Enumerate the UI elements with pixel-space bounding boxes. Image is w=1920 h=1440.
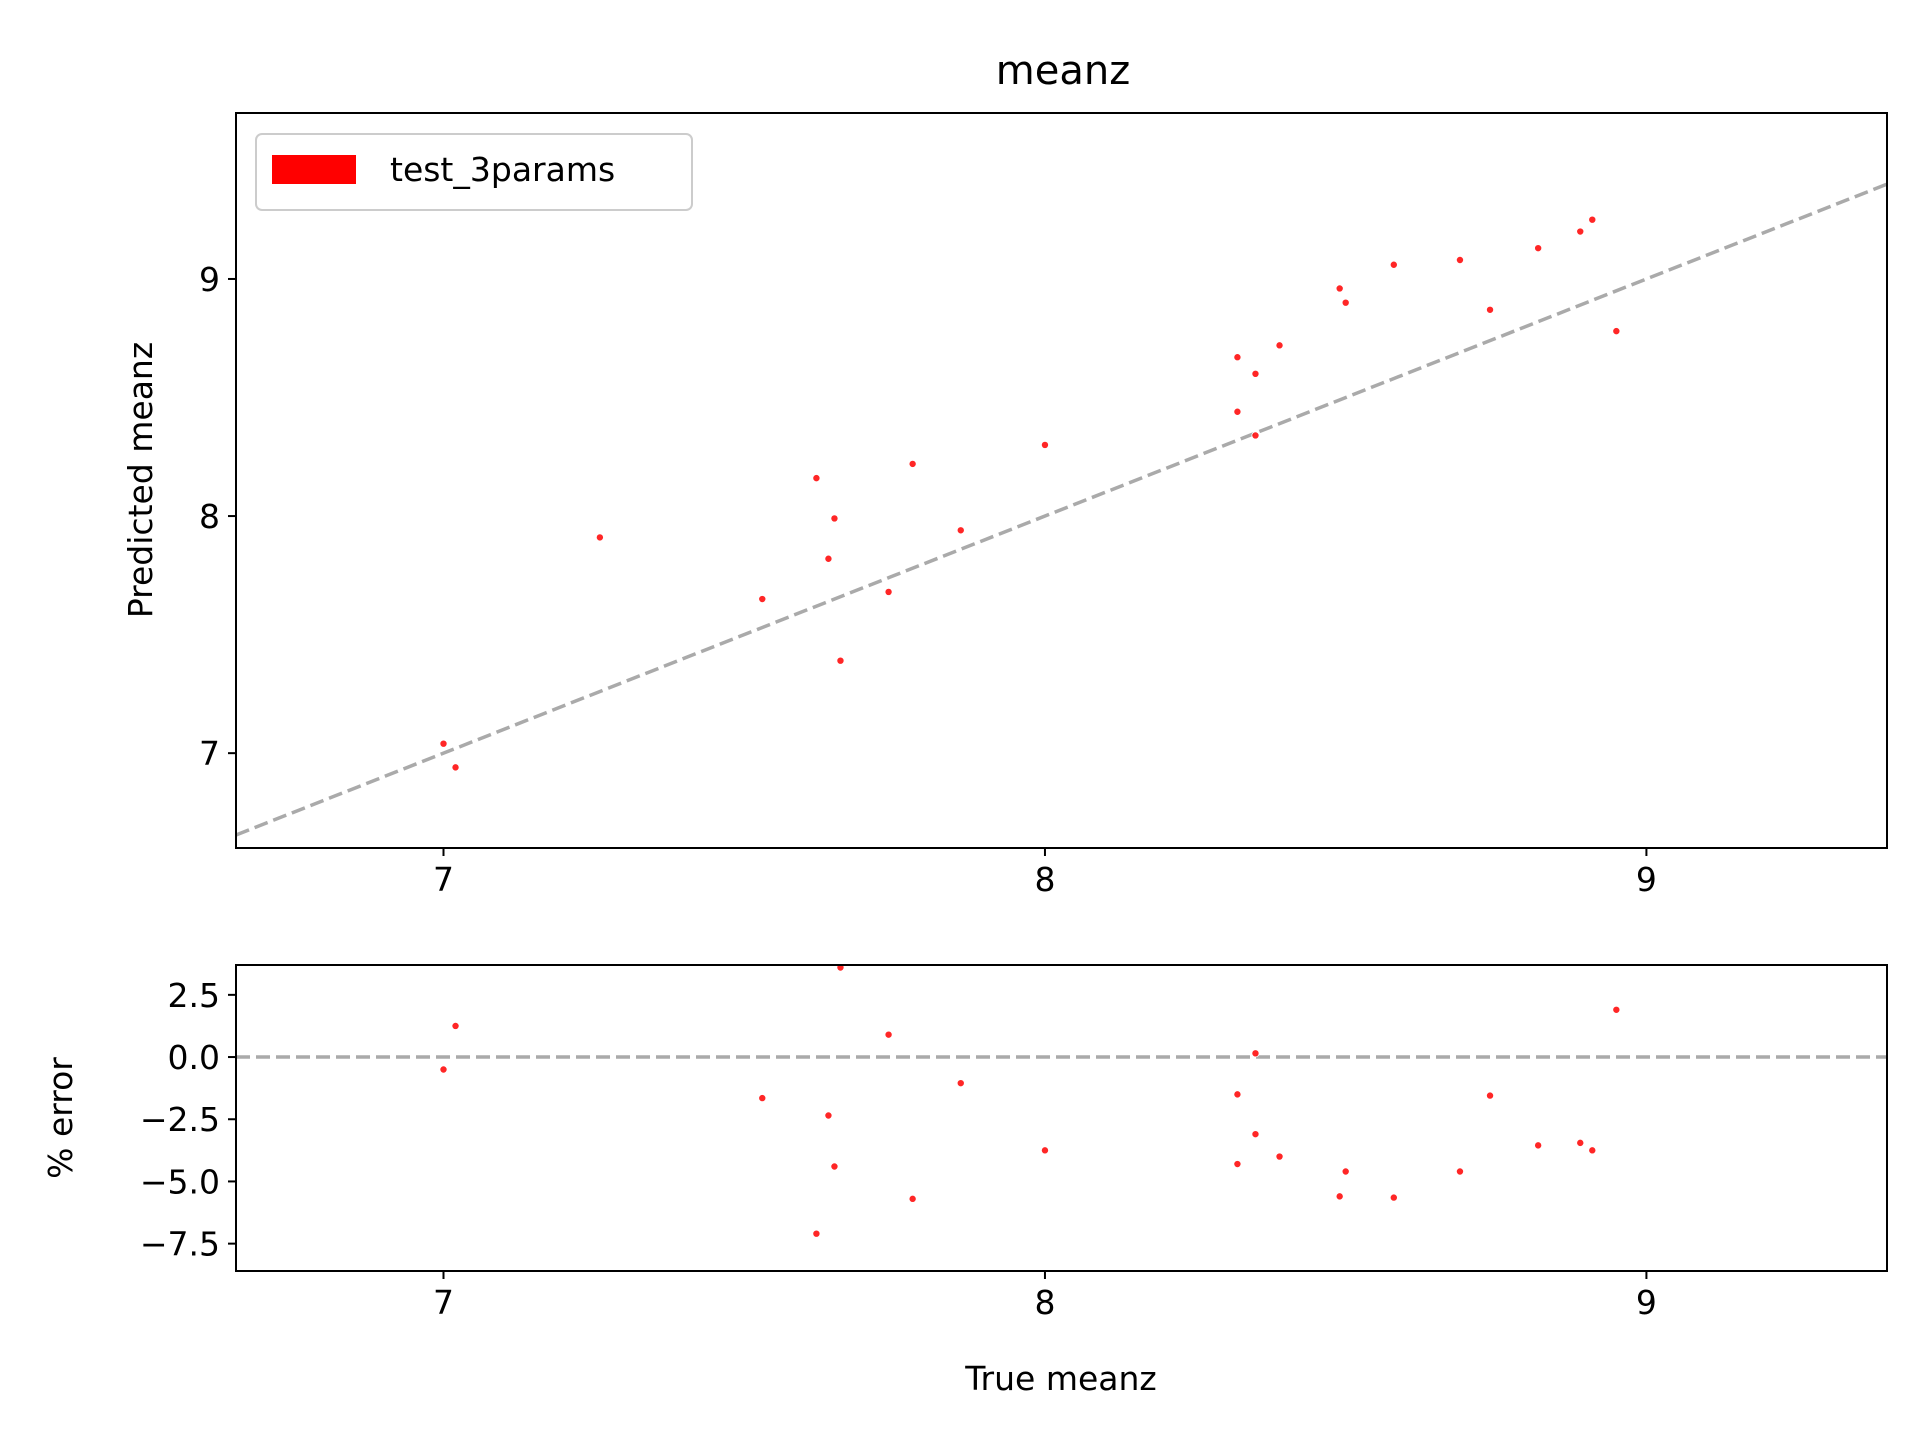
bottom-data-point: [836, 965, 845, 972]
legend-box: [255, 133, 693, 211]
top-y-axis-label: Predicted meanz: [121, 342, 160, 618]
top-data-point: [1335, 284, 1344, 293]
bottom-data-point: [830, 1162, 839, 1171]
top-x-tick-label: 8: [1034, 860, 1055, 899]
top-y-tick-label: 9: [199, 260, 220, 299]
legend-entry-label: test_3params: [390, 150, 615, 189]
top-data-point: [451, 763, 460, 772]
bottom-data-point: [884, 1030, 893, 1039]
top-data-point: [1233, 353, 1242, 362]
legend: test_3params: [255, 133, 693, 211]
bottom-data-point: [1389, 1193, 1398, 1202]
top-data-point: [1576, 227, 1585, 236]
bottom-data-point: [824, 1111, 833, 1120]
top-data-point: [1612, 327, 1621, 336]
top-x-tick-label: 7: [433, 860, 454, 899]
top-data-point: [439, 739, 448, 748]
bottom-data-point: [1341, 1167, 1350, 1176]
bottom-data-point: [1233, 1090, 1242, 1099]
bottom-data-point: [812, 1229, 821, 1238]
bottom-data-point: [1576, 1138, 1585, 1147]
top-data-point: [595, 533, 604, 542]
bottom-y-tick-label: 0.0: [168, 1038, 220, 1077]
bottom-data-point: [1275, 1152, 1284, 1161]
bottom-data-point: [451, 1021, 460, 1030]
bottom-data-point: [1612, 1005, 1621, 1014]
bottom-data-point: [1335, 1192, 1344, 1201]
bottom-data-point: [758, 1094, 767, 1103]
top-data-point: [824, 554, 833, 563]
top-data-point: [1233, 407, 1242, 416]
top-axes-frame: [235, 112, 1888, 849]
bottom-x-tick-label: 7: [433, 1283, 454, 1322]
top-data-point: [1486, 305, 1495, 314]
bottom-data-point: [1588, 1146, 1597, 1155]
bottom-data-point: [1534, 1141, 1543, 1150]
bottom-y-tick-label: 2.5: [168, 976, 220, 1015]
bottom-x-tick-label: 9: [1636, 1283, 1657, 1322]
top-data-point: [812, 474, 821, 483]
legend-swatch: [272, 155, 356, 184]
top-data-point: [1389, 260, 1398, 269]
bottom-data-point: [956, 1079, 965, 1088]
top-data-point: [1251, 431, 1260, 440]
bottom-data-point: [1251, 1049, 1260, 1058]
top-y-tick-label: 8: [199, 497, 220, 536]
bottom-y-axis-label: % error: [41, 1057, 80, 1179]
top-data-point: [758, 595, 767, 604]
bottom-data-point: [1486, 1091, 1495, 1100]
bottom-y-tick-label: −5.0: [140, 1162, 220, 1201]
bottom-data-point: [1233, 1160, 1242, 1169]
top-data-point: [836, 656, 845, 665]
bottom-y-tick-label: −2.5: [140, 1100, 220, 1139]
top-data-point: [830, 514, 839, 523]
top-data-point: [1588, 215, 1597, 224]
bottom-data-point: [1040, 1146, 1049, 1155]
top-data-point: [1341, 298, 1350, 307]
top-data-point: [884, 587, 893, 596]
bottom-x-tick-label: 8: [1034, 1283, 1055, 1322]
bottom-data-point: [439, 1065, 448, 1074]
top-data-point: [908, 459, 917, 468]
bottom-axes-frame: [235, 964, 1888, 1272]
top-data-point: [1251, 369, 1260, 378]
top-x-tick-label: 9: [1636, 860, 1657, 899]
top-data-point: [1275, 341, 1284, 350]
top-reference-line: [236, 182, 1887, 837]
top-y-tick-label: 7: [199, 734, 220, 773]
x-axis-label: True meanz: [964, 1359, 1157, 1398]
bottom-y-tick-label: −7.5: [140, 1225, 220, 1264]
chart-title: meanz: [996, 48, 1130, 94]
bottom-data-point: [908, 1194, 917, 1203]
top-data-point: [1040, 440, 1049, 449]
top-data-point: [956, 526, 965, 535]
top-data-point: [1455, 255, 1464, 264]
bottom-data-point: [1251, 1130, 1260, 1139]
bottom-data-point: [1455, 1167, 1464, 1176]
top-data-point: [1534, 244, 1543, 253]
main-scatter-panel: meanz 7 8 9 7 8 9 Predicted meanz test_3para…: [121, 48, 1888, 899]
error-scatter-panel: 7 8 9 2.5 0.0 −2.5 −5.0 −7.5 % error True mean…: [41, 964, 1888, 1398]
